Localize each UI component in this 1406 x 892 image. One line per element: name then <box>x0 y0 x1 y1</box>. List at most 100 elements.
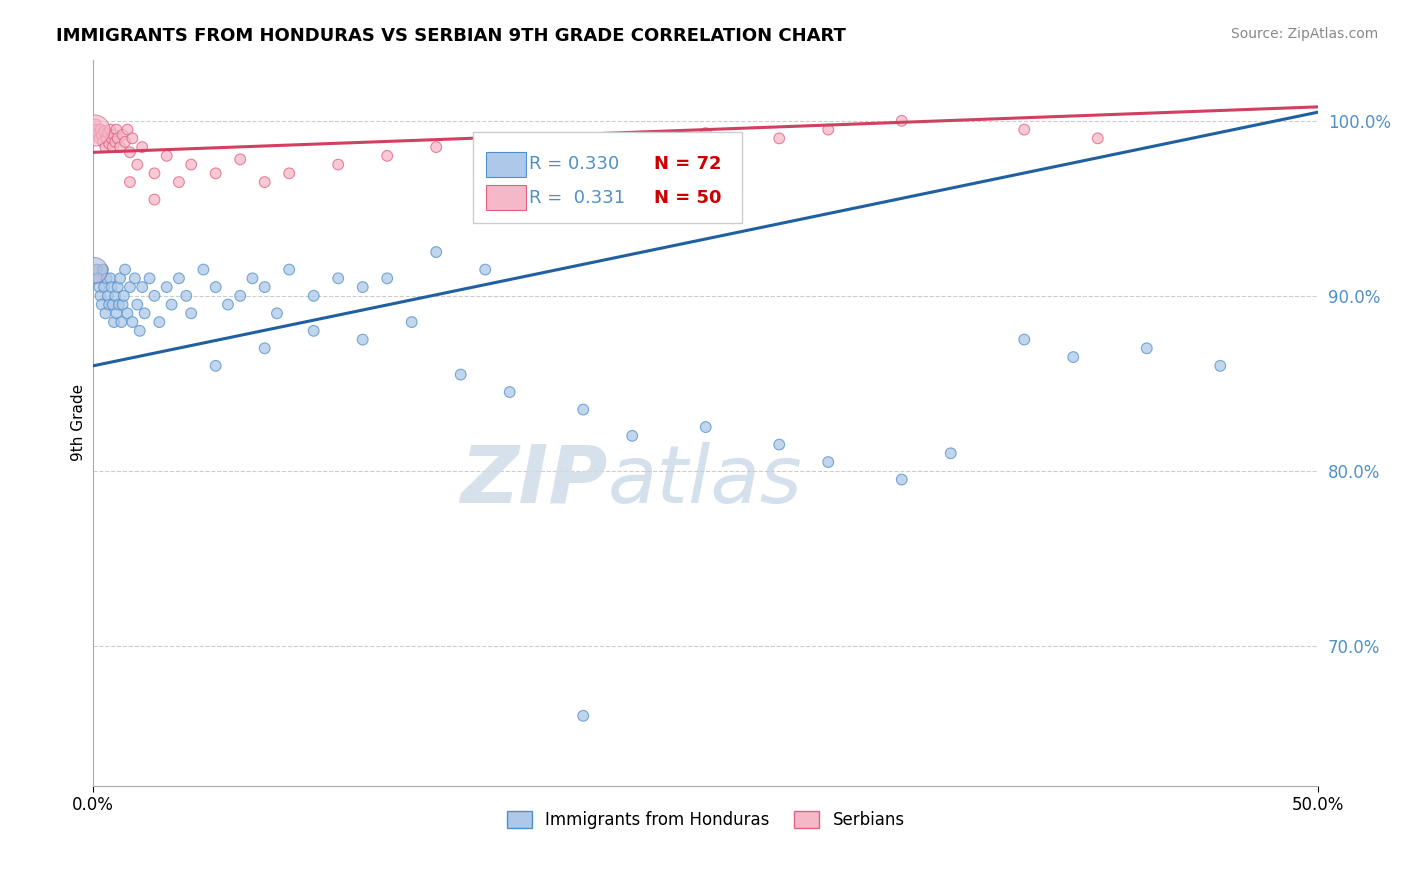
Point <box>156 280 179 294</box>
Point <box>98 136 121 151</box>
Point <box>90 128 112 142</box>
Point <box>572 708 595 723</box>
Point <box>107 280 129 294</box>
Point <box>87 126 110 140</box>
Point <box>108 297 131 311</box>
Point <box>90 289 112 303</box>
Point <box>94 306 117 320</box>
Point <box>98 297 121 311</box>
Point <box>112 289 135 303</box>
Point <box>352 333 374 347</box>
Point <box>134 306 156 320</box>
Point <box>114 135 136 149</box>
Point <box>91 135 114 149</box>
Point <box>118 175 141 189</box>
Point <box>890 113 912 128</box>
Point <box>93 124 115 138</box>
Point <box>83 262 105 277</box>
Point <box>253 280 276 294</box>
Point <box>266 306 288 320</box>
Point <box>87 271 110 285</box>
Point <box>89 280 111 294</box>
Point <box>1062 350 1084 364</box>
Point <box>97 289 120 303</box>
Point <box>83 122 105 136</box>
Point <box>401 315 423 329</box>
FancyBboxPatch shape <box>486 186 526 210</box>
Point <box>817 122 839 136</box>
Point <box>98 122 121 136</box>
Point <box>474 166 496 180</box>
Point <box>425 245 447 260</box>
Point <box>229 289 252 303</box>
Point <box>817 455 839 469</box>
Point <box>167 175 190 189</box>
Point <box>94 140 117 154</box>
Point <box>84 117 107 131</box>
Y-axis label: 9th Grade: 9th Grade <box>72 384 86 461</box>
Point <box>148 315 170 329</box>
Text: IMMIGRANTS FROM HONDURAS VS SERBIAN 9TH GRADE CORRELATION CHART: IMMIGRANTS FROM HONDURAS VS SERBIAN 9TH … <box>56 27 846 45</box>
Point <box>1136 341 1159 355</box>
Point <box>104 135 127 149</box>
Point <box>253 341 276 355</box>
Point <box>242 271 264 285</box>
Point <box>131 140 153 154</box>
Point <box>1209 359 1232 373</box>
Point <box>375 149 398 163</box>
Point <box>253 175 276 189</box>
FancyBboxPatch shape <box>486 152 526 177</box>
Point <box>180 158 202 172</box>
Point <box>1012 333 1035 347</box>
Point <box>174 289 197 303</box>
Point <box>143 289 166 303</box>
Point <box>128 324 150 338</box>
Text: atlas: atlas <box>607 442 803 520</box>
Point <box>375 271 398 285</box>
Point <box>278 166 301 180</box>
Point <box>278 262 301 277</box>
Point <box>138 271 160 285</box>
Point <box>103 315 125 329</box>
Point <box>89 131 111 145</box>
Point <box>100 280 122 294</box>
Point <box>93 280 115 294</box>
Point <box>127 297 149 311</box>
Point <box>101 297 124 311</box>
Point <box>217 297 239 311</box>
Point <box>111 297 134 311</box>
Point <box>695 126 717 140</box>
Point <box>621 429 644 443</box>
Point <box>111 128 134 142</box>
Point <box>90 297 112 311</box>
Point <box>86 122 108 136</box>
Point <box>107 131 129 145</box>
Point <box>110 315 132 329</box>
Point <box>105 306 128 320</box>
Point <box>96 131 118 145</box>
Point <box>118 145 141 160</box>
Point <box>118 280 141 294</box>
Point <box>131 280 153 294</box>
Point <box>167 271 190 285</box>
Point <box>695 420 717 434</box>
Point <box>90 122 112 136</box>
Legend: Immigrants from Honduras, Serbians: Immigrants from Honduras, Serbians <box>501 804 911 836</box>
Point <box>100 131 122 145</box>
Point <box>96 271 118 285</box>
Point <box>143 166 166 180</box>
Point <box>204 280 226 294</box>
Point <box>328 271 350 285</box>
Point <box>450 368 472 382</box>
Text: R =  0.331: R = 0.331 <box>529 188 626 207</box>
Point <box>104 289 127 303</box>
Text: N = 50: N = 50 <box>654 188 721 207</box>
Point <box>101 140 124 154</box>
Point <box>1012 122 1035 136</box>
Point <box>160 297 183 311</box>
Text: N = 72: N = 72 <box>654 155 721 173</box>
Point <box>474 262 496 277</box>
Point <box>302 324 325 338</box>
Point <box>523 158 546 172</box>
Point <box>127 158 149 172</box>
